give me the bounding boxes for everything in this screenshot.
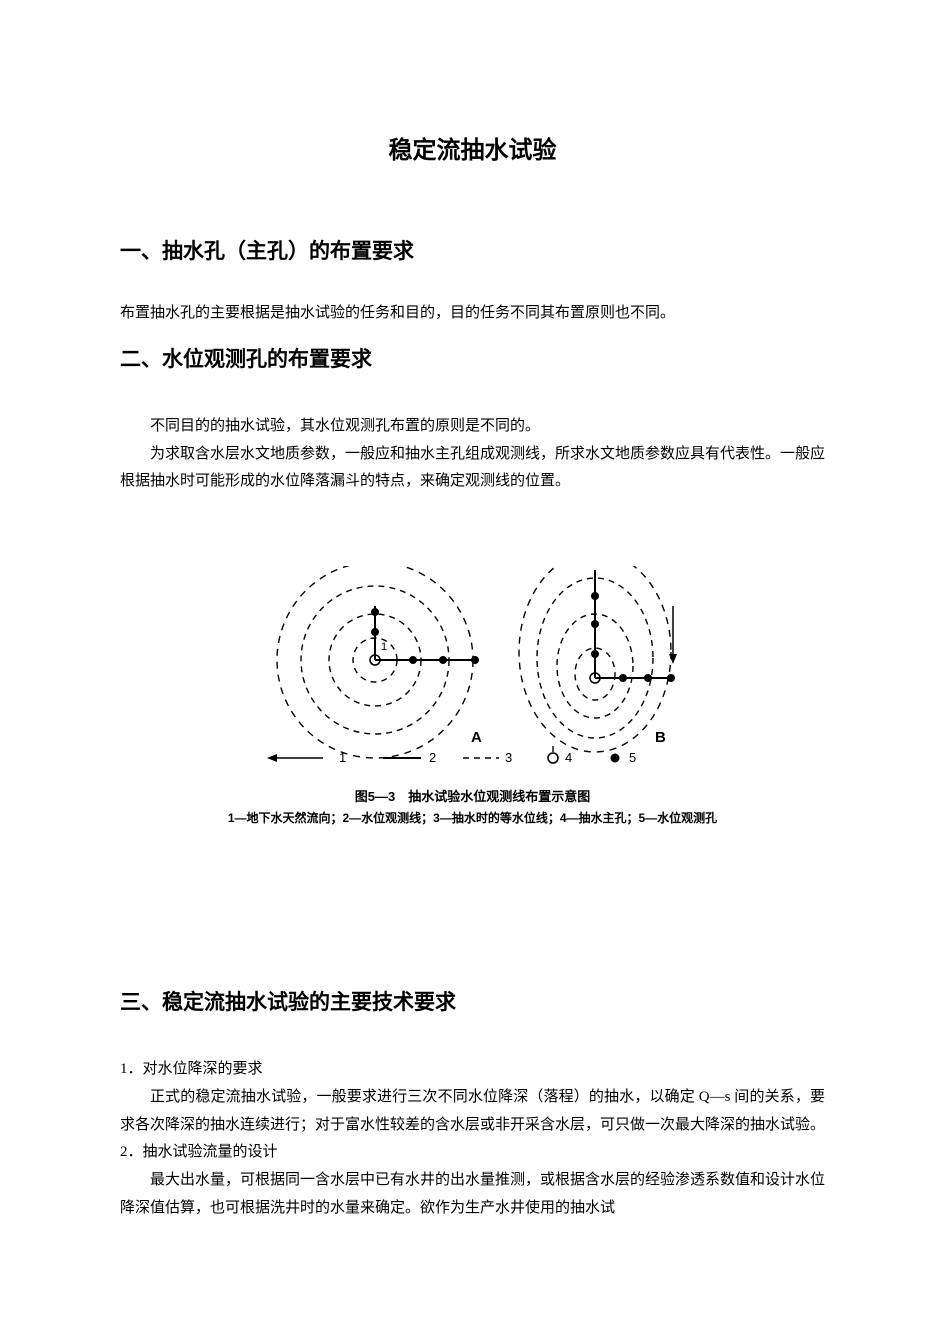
section-2-paragraph-1: 不同目的的抽水试验，其水位观测孔布置的原则是不同的。 bbox=[120, 413, 825, 441]
section-3-item-2-paragraph: 最大出水量，可根据同一含水层中已有水井的出水量推测，或根据含水层的经验渗透系数值… bbox=[120, 1167, 825, 1223]
section-2-paragraph-2: 为求取含水层水文地质参数，一般应和抽水主孔组成观测线，所求水文地质参数应具有代表… bbox=[120, 441, 825, 497]
label-b: B bbox=[655, 729, 666, 746]
section-3-item-1-label: 1．对水位降深的要求 bbox=[120, 1056, 825, 1084]
section-3-item-1-paragraph: 正式的稳定流抽水试验，一般要求进行三次不同水位降深（落程）的抽水，以确定 Q—s… bbox=[120, 1084, 825, 1140]
section-1-paragraph-1: 布置抽水孔的主要根据是抽水试验的任务和目的，目的任务不同其布置原则也不同。 bbox=[120, 300, 825, 328]
section-3-item-2-label: 2．抽水试验流量的设计 bbox=[120, 1139, 825, 1167]
section-1-heading: 一、抽水孔（主孔）的布置要求 bbox=[120, 235, 825, 265]
diagram-a-center-label: 1 bbox=[381, 641, 387, 653]
section-2-heading: 二、水位观测孔的布置要求 bbox=[120, 343, 825, 373]
observation-line-diagram: 1 bbox=[253, 566, 693, 776]
document-title: 稳定流抽水试验 bbox=[120, 130, 825, 165]
label-a: A bbox=[471, 729, 482, 746]
figure-5-3: 1 bbox=[120, 566, 825, 826]
diagram-b bbox=[519, 566, 677, 752]
legend-num-1: 1 bbox=[339, 750, 346, 765]
spacer bbox=[120, 846, 825, 936]
figure-legend: 1—地下水天然流向；2—水位观测线；3—抽水时的等水位线；4—抽水主孔；5—水位… bbox=[120, 809, 825, 826]
figure-svg-container: 1 bbox=[120, 566, 825, 776]
diagram-a: 1 bbox=[277, 566, 479, 758]
legend-num-2: 2 bbox=[429, 750, 436, 765]
legend-num-5: 5 bbox=[629, 750, 636, 765]
legend-num-4: 4 bbox=[565, 750, 572, 765]
figure-caption: 图5—3 抽水试验水位观测线布置示意图 bbox=[120, 786, 825, 805]
section-3-heading: 三、稳定流抽水试验的主要技术要求 bbox=[120, 986, 825, 1016]
legend-num-3: 3 bbox=[505, 750, 512, 765]
